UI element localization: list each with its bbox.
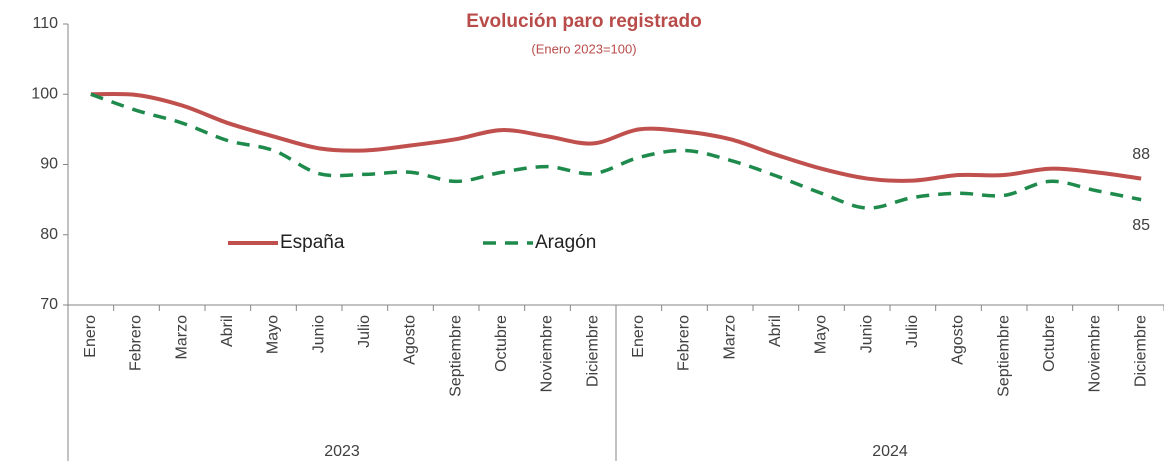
chart-title: Evolución paro registrado: [466, 11, 701, 32]
x-tick-label: Octubre: [1041, 315, 1058, 372]
x-tick-label: Abril: [219, 315, 236, 347]
group-label: 2023: [324, 443, 360, 460]
x-tick-label: Mayo: [265, 315, 282, 354]
x-tick-label: Enero: [82, 315, 99, 358]
series-line: [90, 92, 1142, 210]
x-tick-label: Octubre: [493, 315, 510, 372]
x-tick-label: Noviembre: [1087, 315, 1104, 392]
y-tick-label: 80: [40, 226, 58, 243]
x-tick-label: Marzo: [721, 315, 738, 360]
y-tick-label: 110: [32, 15, 58, 32]
y-tick-label: 70: [40, 296, 58, 313]
legend-label: España: [280, 232, 345, 253]
x-tick-label: Septiembre: [447, 315, 464, 397]
group-label: 2024: [872, 443, 908, 460]
series-line: [90, 91, 1142, 183]
x-tick-label: Agosto: [402, 315, 419, 365]
x-tick-label: Febrero: [128, 315, 145, 371]
x-tick-label: Enero: [630, 315, 647, 358]
x-tick-label: Julio: [356, 315, 373, 348]
y-tick-label: 90: [40, 156, 58, 173]
data-label: 85: [1132, 217, 1150, 234]
x-tick-label: Mayo: [813, 315, 830, 354]
x-tick-label: Junio: [310, 315, 327, 353]
x-tick-label: Agosto: [950, 315, 967, 365]
data-label: 88: [1132, 146, 1150, 163]
y-tick-label: 100: [31, 85, 58, 102]
x-tick-label: Diciembre: [584, 315, 601, 387]
x-tick-label: Diciembre: [1132, 315, 1149, 387]
x-tick-label: Julio: [904, 315, 921, 348]
x-tick-label: Noviembre: [539, 315, 556, 392]
x-tick-label: Febrero: [676, 315, 693, 371]
x-tick-label: Abril: [767, 315, 784, 347]
legend-label: Aragón: [535, 232, 596, 253]
x-tick-label: Marzo: [173, 315, 190, 360]
x-tick-label: Septiembre: [995, 315, 1012, 397]
x-tick-label: Junio: [858, 315, 875, 353]
chart-subtitle: (Enero 2023=100): [531, 41, 636, 56]
